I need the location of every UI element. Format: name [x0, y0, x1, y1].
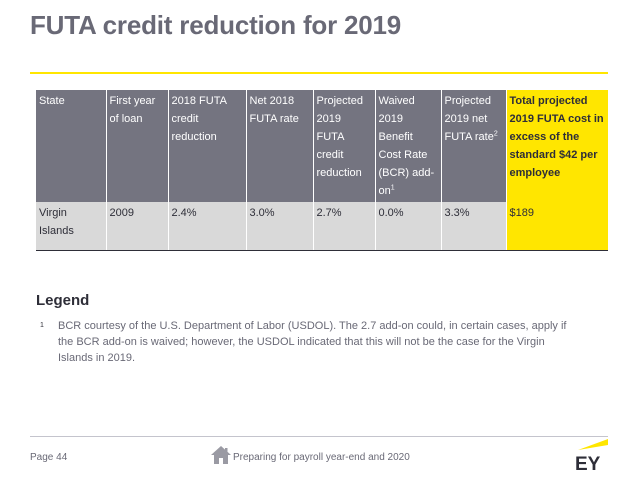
table-row: Virgin Islands 2009 2.4% 3.0% 2.7% 0.0% …	[36, 202, 608, 251]
cell-state: Virgin Islands	[36, 202, 106, 251]
futa-table: State First year of loan 2018 FUTA credi…	[36, 90, 608, 251]
ey-logo-text: EY	[575, 454, 601, 472]
header-2018-credit: 2018 FUTA credit reduction	[167, 90, 246, 202]
home-icon[interactable]	[210, 445, 232, 465]
title-divider	[30, 72, 608, 74]
page-number: Page 44	[30, 452, 68, 463]
footnote-ref-1: 1	[390, 184, 395, 192]
legend-title: Legend	[36, 292, 90, 309]
header-projected-2019-credit: Projected 2019 FUTA credit reduction	[312, 90, 375, 202]
page-title: FUTA credit reduction for 2019	[30, 10, 402, 40]
header-projected-2019-net: Projected 2019 net FUTA rate2	[440, 90, 506, 202]
cell-waived-bcr: 0.0%	[374, 202, 441, 251]
footnote-ref-2: 2	[493, 130, 498, 138]
header-first-year: First year of loan	[105, 90, 168, 202]
header-state: State	[36, 90, 106, 202]
ey-logo: EY	[575, 439, 608, 472]
footnote-text: BCR courtesy of the U.S. Department of L…	[58, 320, 567, 364]
cell-2018-credit: 2.4%	[167, 202, 246, 251]
cell-net-2018: 3.0%	[245, 202, 313, 251]
header-net-2018: Net 2018 FUTA rate	[245, 90, 313, 202]
header-waived-bcr-text: Waived 2019 Benefit Cost Rate (BCR) add-…	[378, 95, 435, 197]
cell-projected-2019-net: 3.3%	[440, 202, 506, 251]
table-header-row: State First year of loan 2018 FUTA credi…	[36, 90, 608, 202]
footer-divider	[30, 436, 608, 437]
cell-projected-2019-credit: 2.7%	[312, 202, 375, 251]
header-projected-2019-net-text: Projected 2019 net FUTA rate	[444, 95, 494, 143]
cell-total-cost: $189	[505, 202, 608, 251]
cell-first-year: 2009	[105, 202, 168, 251]
footer-text: Preparing for payroll year-end and 2020	[233, 452, 410, 463]
footnote-marker: 1	[40, 322, 44, 329]
header-waived-bcr: Waived 2019 Benefit Cost Rate (BCR) add-…	[374, 90, 441, 202]
header-total-cost: Total projected 2019 FUTA cost in excess…	[505, 90, 608, 202]
